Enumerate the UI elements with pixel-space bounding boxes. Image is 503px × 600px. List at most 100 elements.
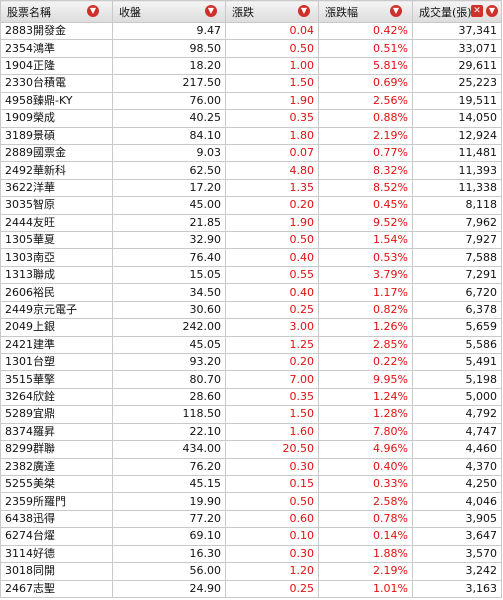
table-row[interactable]: 1909榮成 40.25 0.35 0.88% 14,050 <box>0 109 502 128</box>
volume-cell: 5,198 <box>412 370 502 389</box>
change-cell: 0.07 <box>225 143 319 163</box>
close-price-cell: 32.90 <box>112 231 226 250</box>
volume-cell: 19,511 <box>412 91 502 111</box>
change-pct-cell: 9.95% <box>318 370 413 389</box>
change-pct-cell: 0.77% <box>318 143 413 163</box>
change-pct-cell: 1.24% <box>318 387 413 407</box>
sort-icon[interactable]: ▼ <box>486 5 498 17</box>
table-row[interactable]: 3622洋華 17.20 1.35 8.52% 11,338 <box>0 178 502 198</box>
stock-name-cell: 3114好德 <box>0 544 113 564</box>
table-row[interactable]: 1305華夏 32.90 0.50 1.54% 7,927 <box>0 231 502 250</box>
stock-name-cell: 3515華擎 <box>0 370 113 389</box>
change-cell: 7.00 <box>225 370 319 389</box>
table-row[interactable]: 4958臻鼎-KY 76.00 1.90 2.56% 19,511 <box>0 91 502 111</box>
change-pct-cell: 2.58% <box>318 492 413 511</box>
table-row[interactable]: 2359所羅門 19.90 0.50 2.58% 4,046 <box>0 492 502 511</box>
table-row[interactable]: 8299群聯 434.00 20.50 4.96% 4,460 <box>0 440 502 459</box>
close-price-cell: 21.85 <box>112 213 226 233</box>
volume-cell: 3,163 <box>412 579 502 598</box>
column-header-name[interactable]: 股票名稱 ▼ <box>0 0 113 23</box>
stock-name-cell: 1301台塑 <box>0 353 113 372</box>
close-price-cell: 76.00 <box>112 91 226 111</box>
change-pct-cell: 0.53% <box>318 248 413 267</box>
sort-icon[interactable]: ▼ <box>298 5 310 17</box>
sort-icon[interactable]: ▼ <box>205 5 217 17</box>
change-pct-cell: 0.69% <box>318 74 413 93</box>
table-row[interactable]: 2883開發金 9.47 0.04 0.42% 37,341 <box>0 21 502 41</box>
table-row[interactable]: 3515華擎 80.70 7.00 9.95% 5,198 <box>0 370 502 389</box>
table-row[interactable]: 3035智原 45.00 0.20 0.45% 8,118 <box>0 196 502 215</box>
table-row[interactable]: 2889國票金 9.03 0.07 0.77% 11,481 <box>0 143 502 163</box>
close-price-cell: 45.05 <box>112 335 226 355</box>
table-row[interactable]: 2444友旺 21.85 1.90 9.52% 7,962 <box>0 213 502 233</box>
close-price-cell: 69.10 <box>112 527 226 546</box>
change-pct-cell: 0.51% <box>318 39 413 58</box>
change-pct-cell: 8.32% <box>318 161 413 180</box>
table-body: 2883開發金 9.47 0.04 0.42% 37,341 2354鴻準 98.50 0.5… <box>0 21 502 598</box>
table-row[interactable]: 3114好德 16.30 0.30 1.88% 3,570 <box>0 544 502 564</box>
close-icon[interactable]: ✕ <box>471 5 483 17</box>
change-cell: 1.50 <box>225 405 319 424</box>
change-pct-cell: 8.52% <box>318 178 413 198</box>
stock-name-cell: 2359所羅門 <box>0 492 113 511</box>
table-row[interactable]: 1904正隆 18.20 1.00 5.81% 29,611 <box>0 56 502 76</box>
table-row[interactable]: 2492華新科 62.50 4.80 8.32% 11,393 <box>0 161 502 180</box>
column-header-volume[interactable]: 成交量(張) ✕ ▼ <box>412 0 502 23</box>
table-row[interactable]: 3018同開 56.00 1.20 2.19% 3,242 <box>0 562 502 581</box>
table-row[interactable]: 1303南亞 76.40 0.40 0.53% 7,588 <box>0 248 502 267</box>
close-price-cell: 34.50 <box>112 283 226 302</box>
table-row[interactable]: 2382廣達 76.20 0.30 0.40% 4,370 <box>0 457 502 476</box>
table-row[interactable]: 5255美桀 45.15 0.15 0.33% 4,250 <box>0 474 502 494</box>
sort-icon[interactable]: ▼ <box>87 5 99 17</box>
column-header-change-pct[interactable]: 漲跌幅 ▼ <box>318 0 413 23</box>
change-cell: 1.60 <box>225 422 319 442</box>
stock-name-cell: 3018同開 <box>0 562 113 581</box>
change-cell: 0.60 <box>225 509 319 529</box>
close-price-cell: 56.00 <box>112 562 226 581</box>
table-row[interactable]: 3189景碩 84.10 1.80 2.19% 12,924 <box>0 126 502 145</box>
table-row[interactable]: 2330台積電 217.50 1.50 0.69% 25,223 <box>0 74 502 93</box>
change-pct-cell: 2.56% <box>318 91 413 111</box>
change-cell: 0.35 <box>225 387 319 407</box>
column-header-close[interactable]: 收盤 ▼ <box>112 0 226 23</box>
volume-cell: 7,962 <box>412 213 502 233</box>
close-price-cell: 17.20 <box>112 178 226 198</box>
table-row[interactable]: 3264欣銓 28.60 0.35 1.24% 5,000 <box>0 387 502 407</box>
stock-name-cell: 5255美桀 <box>0 474 113 494</box>
change-cell: 0.55 <box>225 265 319 285</box>
stock-name-cell: 8299群聯 <box>0 440 113 459</box>
stock-name-cell: 8374羅昇 <box>0 422 113 442</box>
column-header-change[interactable]: 漲跌 ▼ <box>225 0 319 23</box>
table-row[interactable]: 8374羅昇 22.10 1.60 7.80% 4,747 <box>0 422 502 442</box>
change-cell: 0.04 <box>225 21 319 41</box>
table-row[interactable]: 1301台塑 93.20 0.20 0.22% 5,491 <box>0 353 502 372</box>
close-price-cell: 62.50 <box>112 161 226 180</box>
volume-cell: 5,659 <box>412 318 502 337</box>
table-row[interactable]: 6274台燿 69.10 0.10 0.14% 3,647 <box>0 527 502 546</box>
table-row[interactable]: 2606裕民 34.50 0.40 1.17% 6,720 <box>0 283 502 302</box>
change-pct-cell: 0.40% <box>318 457 413 476</box>
close-price-cell: 28.60 <box>112 387 226 407</box>
change-pct-cell: 0.45% <box>318 196 413 215</box>
close-price-cell: 24.90 <box>112 579 226 598</box>
table-row[interactable]: 5289宜鼎 118.50 1.50 1.28% 4,792 <box>0 405 502 424</box>
table-row[interactable]: 2354鴻準 98.50 0.50 0.51% 33,071 <box>0 39 502 58</box>
stock-name-cell: 3189景碩 <box>0 126 113 145</box>
stock-name-cell: 1313聯成 <box>0 265 113 285</box>
table-row[interactable]: 2467志聖 24.90 0.25 1.01% 3,163 <box>0 579 502 598</box>
close-price-cell: 45.00 <box>112 196 226 215</box>
header-row: 股票名稱 ▼ 收盤 ▼ 漲跌 ▼ 漲跌幅 ▼ 成交量(張) ✕ ▼ <box>0 0 502 23</box>
change-cell: 0.25 <box>225 579 319 598</box>
volume-cell: 4,250 <box>412 474 502 494</box>
volume-cell: 4,046 <box>412 492 502 511</box>
volume-cell: 5,586 <box>412 335 502 355</box>
sort-icon[interactable]: ▼ <box>390 5 402 17</box>
volume-cell: 11,393 <box>412 161 502 180</box>
volume-cell: 5,000 <box>412 387 502 407</box>
table-row[interactable]: 1313聯成 15.05 0.55 3.79% 7,291 <box>0 265 502 285</box>
table-row[interactable]: 2421建準 45.05 1.25 2.85% 5,586 <box>0 335 502 355</box>
table-row[interactable]: 2449京元電子 30.60 0.25 0.82% 6,378 <box>0 300 502 320</box>
change-pct-cell: 0.82% <box>318 300 413 320</box>
table-row[interactable]: 6438迅得 77.20 0.60 0.78% 3,905 <box>0 509 502 529</box>
table-row[interactable]: 2049上銀 242.00 3.00 1.26% 5,659 <box>0 318 502 337</box>
